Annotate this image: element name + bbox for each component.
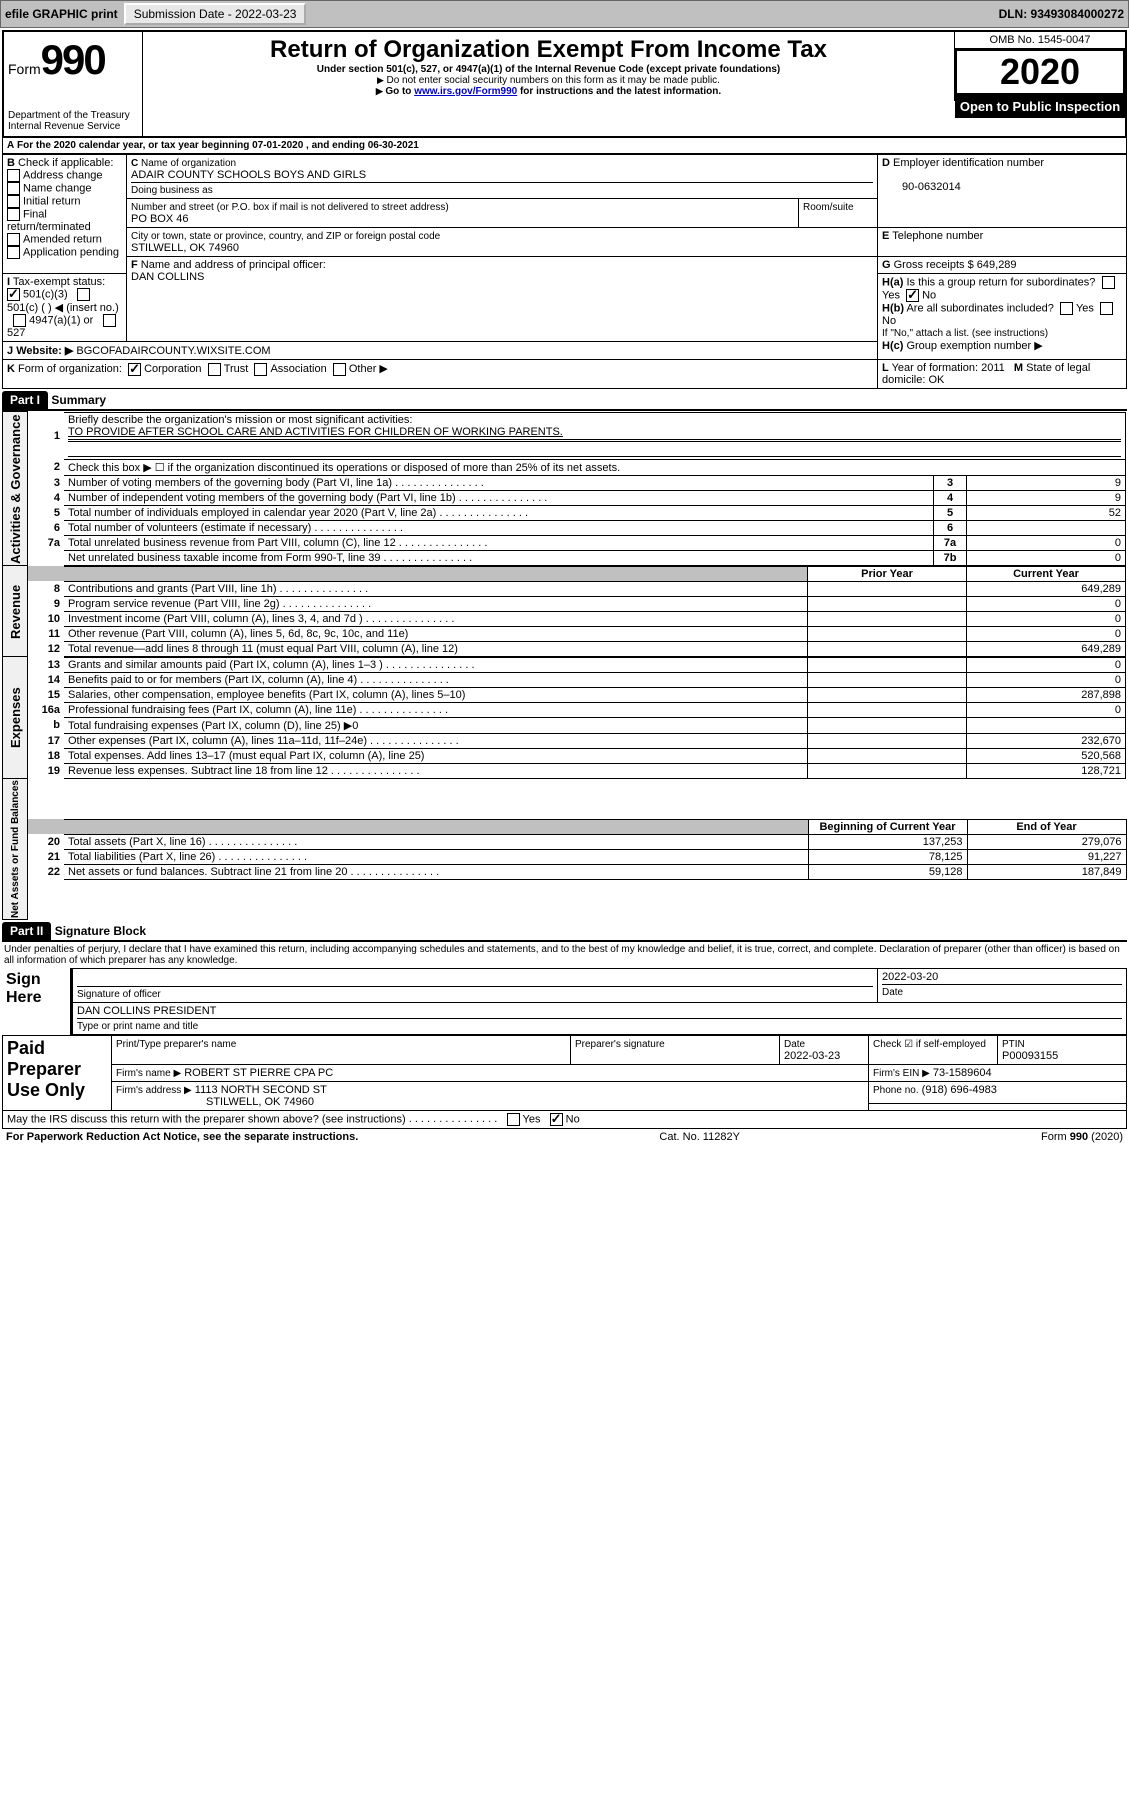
- omb-number: OMB No. 1545-0047: [955, 32, 1125, 49]
- cb-address-change[interactable]: [7, 169, 20, 182]
- submission-date-button[interactable]: Submission Date - 2022-03-23: [124, 3, 307, 25]
- efile-label: efile GRAPHIC print: [5, 7, 118, 21]
- sign-here-label: Sign Here: [2, 969, 72, 1035]
- part2-header: Part II Signature Block: [2, 922, 1127, 942]
- cb-527[interactable]: [103, 314, 116, 327]
- irs-link[interactable]: www.irs.gov/Form990: [414, 86, 517, 97]
- firm-name: ROBERT ST PIERRE CPA PC: [184, 1067, 333, 1079]
- principal-officer: DAN COLLINS: [131, 271, 204, 283]
- firm-phone: (918) 696-4983: [922, 1084, 997, 1096]
- form-title: Return of Organization Exempt From Incom…: [151, 36, 946, 64]
- prep-date: 2022-03-23: [784, 1050, 840, 1062]
- paid-preparer-label: Paid Preparer Use Only: [3, 1036, 112, 1111]
- cb-initial-return[interactable]: [7, 195, 20, 208]
- cb-amended-return[interactable]: [7, 233, 20, 246]
- line-10: 10Investment income (Part VIII, column (…: [28, 611, 1126, 626]
- page-footer: For Paperwork Reduction Act Notice, see …: [2, 1129, 1127, 1145]
- form-header: Form990 Department of the Treasury Inter…: [2, 30, 1127, 138]
- signature-block: Sign Here Signature of officer 2022-03-2…: [2, 968, 1127, 1035]
- cb-501c[interactable]: [77, 288, 90, 301]
- cb-ha-no[interactable]: [906, 289, 919, 302]
- line-4: 4Number of independent voting members of…: [28, 490, 1126, 505]
- vlabel-revenue: Revenue: [3, 566, 28, 657]
- cb-corp[interactable]: [128, 363, 141, 376]
- cb-ha-yes[interactable]: [1102, 276, 1115, 289]
- dept-label: Department of the Treasury Internal Reve…: [8, 110, 138, 132]
- line-13: 13Grants and similar amounts paid (Part …: [28, 657, 1126, 672]
- line-20: 20Total assets (Part X, line 16)137,2532…: [28, 834, 1126, 849]
- cb-discuss-yes[interactable]: [507, 1113, 520, 1126]
- line-3: 3Number of voting members of the governi…: [28, 475, 1126, 490]
- year-formation: 2011: [981, 362, 1005, 374]
- line-19: 19Revenue less expenses. Subtract line 1…: [28, 763, 1126, 778]
- org-city: STILWELL, OK 74960: [131, 242, 239, 254]
- line-5: 5Total number of individuals employed in…: [28, 505, 1126, 520]
- firm-city: STILWELL, OK 74960: [116, 1096, 314, 1108]
- line-8: 8Contributions and grants (Part VIII, li…: [28, 581, 1126, 596]
- vlabel-expenses: Expenses: [3, 657, 28, 779]
- line-16a: 16aProfessional fundraising fees (Part I…: [28, 702, 1126, 717]
- cb-application-pending[interactable]: [7, 246, 20, 259]
- line-7b: Net unrelated business taxable income fr…: [28, 550, 1126, 565]
- tax-year: 2020: [955, 49, 1125, 95]
- entity-block: B Check if applicable: Address change Na…: [2, 154, 1127, 389]
- line-12: 12Total revenue—add lines 8 through 11 (…: [28, 641, 1126, 656]
- cb-hb-yes[interactable]: [1060, 302, 1073, 315]
- discuss-row: May the IRS discuss this return with the…: [2, 1111, 1127, 1129]
- domicile: OK: [928, 374, 944, 386]
- form-note1: Do not enter social security numbers on …: [151, 75, 946, 86]
- cb-trust[interactable]: [208, 363, 221, 376]
- dln-label: DLN: 93493084000272: [999, 7, 1124, 21]
- cb-discuss-no[interactable]: [550, 1113, 563, 1126]
- line-15: 15Salaries, other compensation, employee…: [28, 687, 1126, 702]
- officer-name: DAN COLLINS PRESIDENT: [77, 1005, 216, 1017]
- vlabel-governance: Activities & Governance: [3, 412, 28, 566]
- cb-assoc[interactable]: [254, 363, 267, 376]
- line-6: 6Total number of volunteers (estimate if…: [28, 520, 1126, 535]
- mission: TO PROVIDE AFTER SCHOOL CARE AND ACTIVIT…: [68, 426, 563, 438]
- line-a: A For the 2020 calendar year, or tax yea…: [2, 138, 1127, 154]
- cb-hb-no[interactable]: [1100, 302, 1113, 315]
- org-address: PO BOX 46: [131, 213, 188, 225]
- firm-ein: 73-1589604: [933, 1067, 992, 1079]
- line-14: 14Benefits paid to or for members (Part …: [28, 672, 1126, 687]
- declaration: Under penalties of perjury, I declare th…: [2, 942, 1127, 968]
- line-16b: bTotal fundraising expenses (Part IX, co…: [28, 717, 1126, 733]
- sig-date: 2022-03-20: [882, 971, 938, 983]
- cb-501c3[interactable]: [7, 288, 20, 301]
- gross-receipts: 649,289: [977, 259, 1017, 271]
- cb-name-change[interactable]: [7, 182, 20, 195]
- website: BGCOFADAIRCOUNTY.WIXSITE.COM: [76, 345, 270, 357]
- ein: 90-0632014: [882, 181, 961, 193]
- part1-header: Part I Summary: [2, 391, 1127, 411]
- cb-4947[interactable]: [13, 314, 26, 327]
- form-number: Form990: [8, 36, 138, 84]
- preparer-block: Paid Preparer Use Only Print/Type prepar…: [2, 1035, 1127, 1111]
- vlabel-net: Net Assets or Fund Balances: [3, 779, 28, 920]
- line-17: 17Other expenses (Part IX, column (A), l…: [28, 733, 1126, 748]
- line-21: 21Total liabilities (Part X, line 26)78,…: [28, 849, 1126, 864]
- ptin: P00093155: [1002, 1050, 1058, 1062]
- line-9: 9Program service revenue (Part VIII, lin…: [28, 596, 1126, 611]
- cb-final-return[interactable]: [7, 208, 20, 221]
- form-subtitle: Under section 501(c), 527, or 4947(a)(1)…: [151, 64, 946, 75]
- org-name: ADAIR COUNTY SCHOOLS BOYS AND GIRLS: [131, 169, 366, 181]
- cb-other[interactable]: [333, 363, 346, 376]
- form-note2: Go to www.irs.gov/Form990 for instructio…: [151, 86, 946, 97]
- firm-addr: 1113 NORTH SECOND ST: [195, 1084, 327, 1096]
- inspection-label: Open to Public Inspection: [955, 95, 1125, 118]
- line-22: 22Net assets or fund balances. Subtract …: [28, 864, 1126, 879]
- line-7a: 7aTotal unrelated business revenue from …: [28, 535, 1126, 550]
- line-18: 18Total expenses. Add lines 13–17 (must …: [28, 748, 1126, 763]
- topbar: efile GRAPHIC print Submission Date - 20…: [0, 0, 1129, 28]
- line-11: 11Other revenue (Part VIII, column (A), …: [28, 626, 1126, 641]
